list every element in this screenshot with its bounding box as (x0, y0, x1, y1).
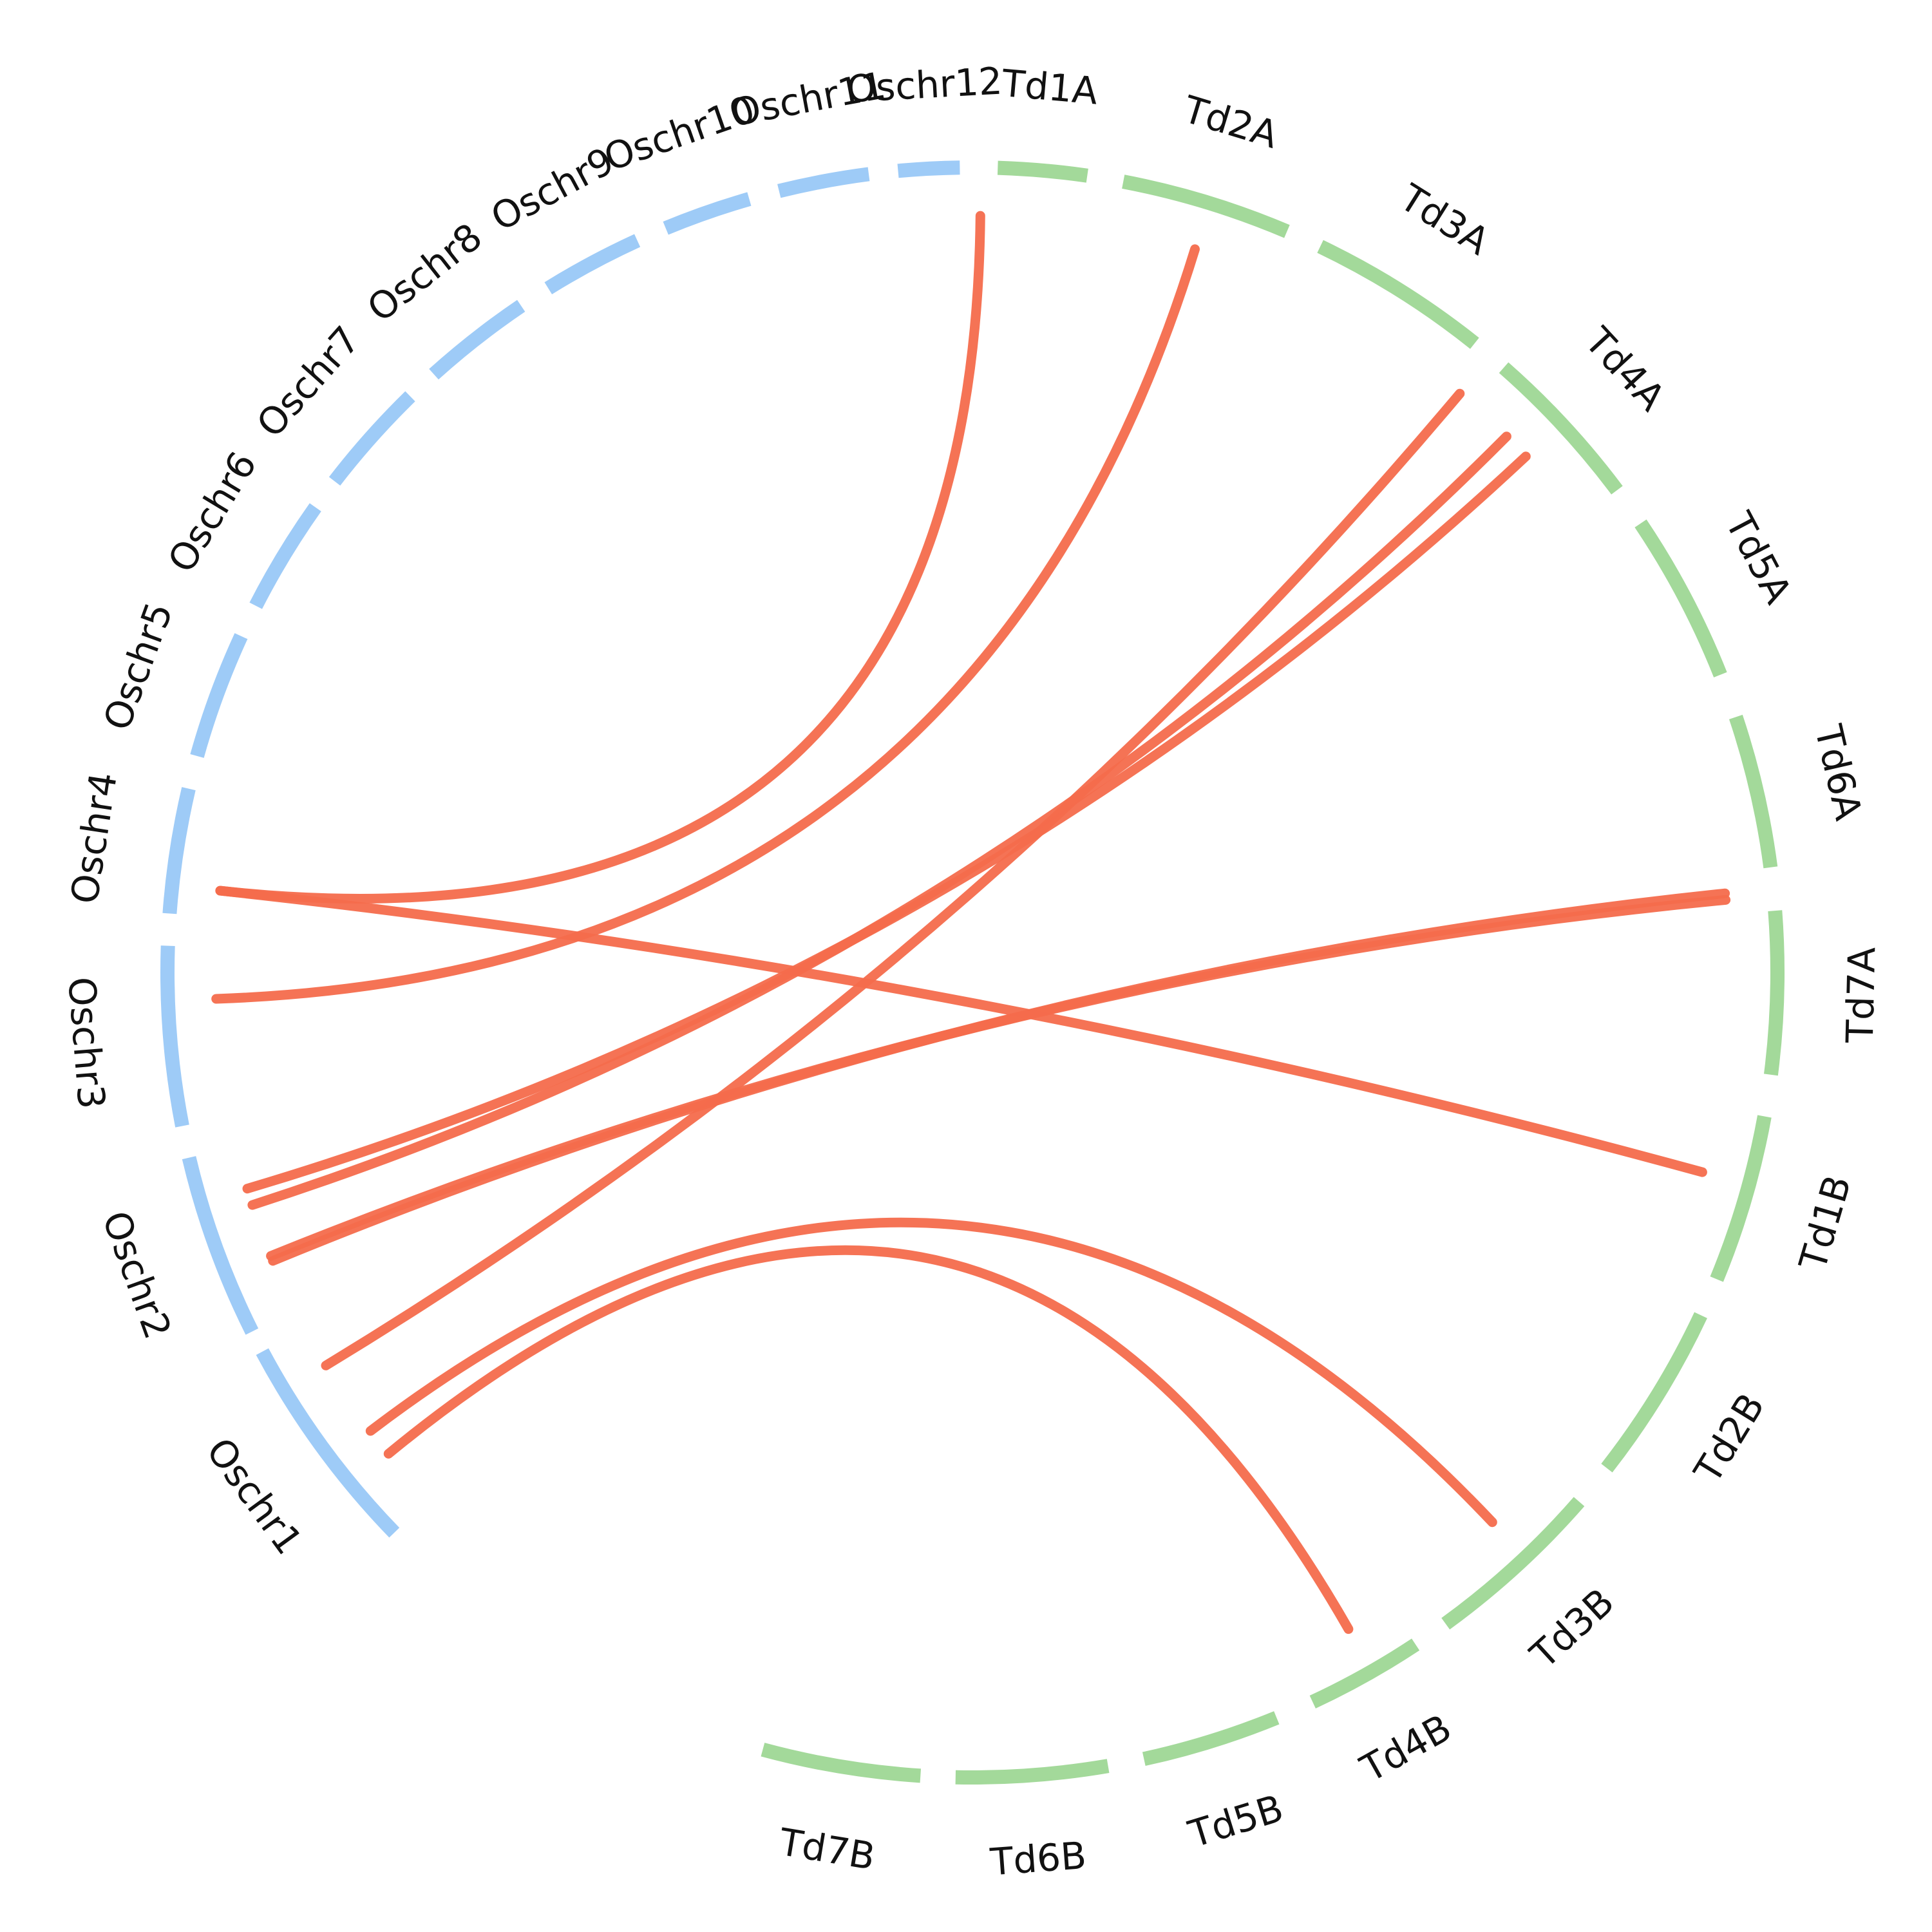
chromosome-segment-oschr4 (162, 787, 196, 914)
chromosome-label-td7a: Td7A (1838, 946, 1884, 1044)
chromosome-label-td2a: Td2A (1178, 87, 1283, 157)
chromosome-label-oschr7: Oschr7 (248, 318, 368, 446)
chromosome-segment-oschr10 (663, 192, 752, 235)
link-td2a-oschr4 (211, 244, 1200, 1004)
chromosome-segment-td5a (1634, 519, 1727, 677)
chromosome-segment-td1b (1710, 1115, 1772, 1282)
chromosome-label-td5b: Td5B (1183, 1786, 1288, 1856)
link-td4b-oschr2 (383, 1245, 1354, 1634)
link-td1a-oschr5 (215, 211, 985, 904)
chromosome-segment-oschr3 (160, 945, 189, 1128)
chromosome-segment-td2b (1601, 1312, 1707, 1473)
chromosome-label-oschr12: Oschr12 (846, 59, 1003, 111)
chromosome-segment-td4a (1499, 362, 1623, 495)
chromosome-segment-td2a (1122, 175, 1290, 238)
chromosome-label-oschr4: Oschr4 (62, 770, 126, 907)
link-td3a-oschr2 (321, 388, 1465, 1370)
chromosome-segment-oschr8 (429, 299, 526, 380)
chromosome-label-oschr2: Oschr2 (93, 1206, 180, 1345)
chromosome-segment-td4b (1309, 1638, 1420, 1709)
chromosome-label-td6b: Td6B (989, 1833, 1088, 1884)
chromosome-label-oschr5: Oschr5 (95, 597, 181, 736)
chromosome-label-td3a: Td3A (1392, 175, 1497, 263)
chromosome-label-td1b: Td1B (1790, 1170, 1860, 1275)
link-td6a-oschr3 (268, 888, 1730, 1266)
chromosome-label-td4a: Td4A (1576, 319, 1674, 419)
link-td3b-oschr2 (365, 1217, 1497, 1528)
chromosome-segment-oschr6 (249, 503, 321, 609)
chromosome-segment-oschr7 (328, 391, 415, 486)
link-td6a-oschr3 (266, 895, 1731, 1261)
chromosome-segment-td7a (1763, 910, 1785, 1076)
chromosome-label-td2b: Td2B (1685, 1386, 1773, 1491)
chromosome-label-oschr8: Oschr8 (359, 214, 490, 330)
chromosome-label-td6a: Td6A (1806, 720, 1871, 824)
link-td1b-oschr5 (215, 886, 1707, 1177)
chromosome-segment-oschr2 (182, 1156, 259, 1335)
chromosome-label-oschr3: Oschr3 (59, 975, 113, 1110)
link-td4a-oschr3 (242, 451, 1531, 1194)
chromosome-segment-oschr12 (897, 160, 960, 178)
chromosome-label-td4b: Td4B (1353, 1706, 1459, 1792)
chromosome-segment-td1a (997, 160, 1088, 183)
chromosome-segment-td3a (1317, 240, 1479, 349)
chromosome-segment-td5b (1142, 1711, 1280, 1766)
chromosome-segment-oschr9 (544, 234, 641, 294)
chromosome-segment-oschr11 (777, 167, 870, 198)
chromosome-ring (160, 160, 1785, 1785)
chromosome-label-td3b: Td3B (1522, 1580, 1623, 1677)
chromosome-label-td5a: Td5A (1716, 505, 1800, 611)
chromosome-segment-td6a (1728, 714, 1778, 869)
chromosome-label-oschr1: Oschr1 (198, 1430, 311, 1562)
chromosome-segment-td7b (761, 1743, 922, 1783)
chromosome-segment-td3b (1441, 1497, 1585, 1630)
chromosome-segment-td6b (955, 1759, 1110, 1785)
chromosome-label-oschr6: Oschr6 (159, 444, 265, 580)
synteny-links (211, 211, 1731, 1634)
chromosome-label-oschr9: Oschr9 (484, 138, 621, 240)
chromosome-segment-oschr1 (256, 1348, 400, 1538)
chromosome-label-td1a: Td1A (999, 61, 1100, 113)
chromosome-label-td7b: Td7B (776, 1820, 878, 1879)
chromosome-segment-oschr5 (190, 633, 248, 758)
